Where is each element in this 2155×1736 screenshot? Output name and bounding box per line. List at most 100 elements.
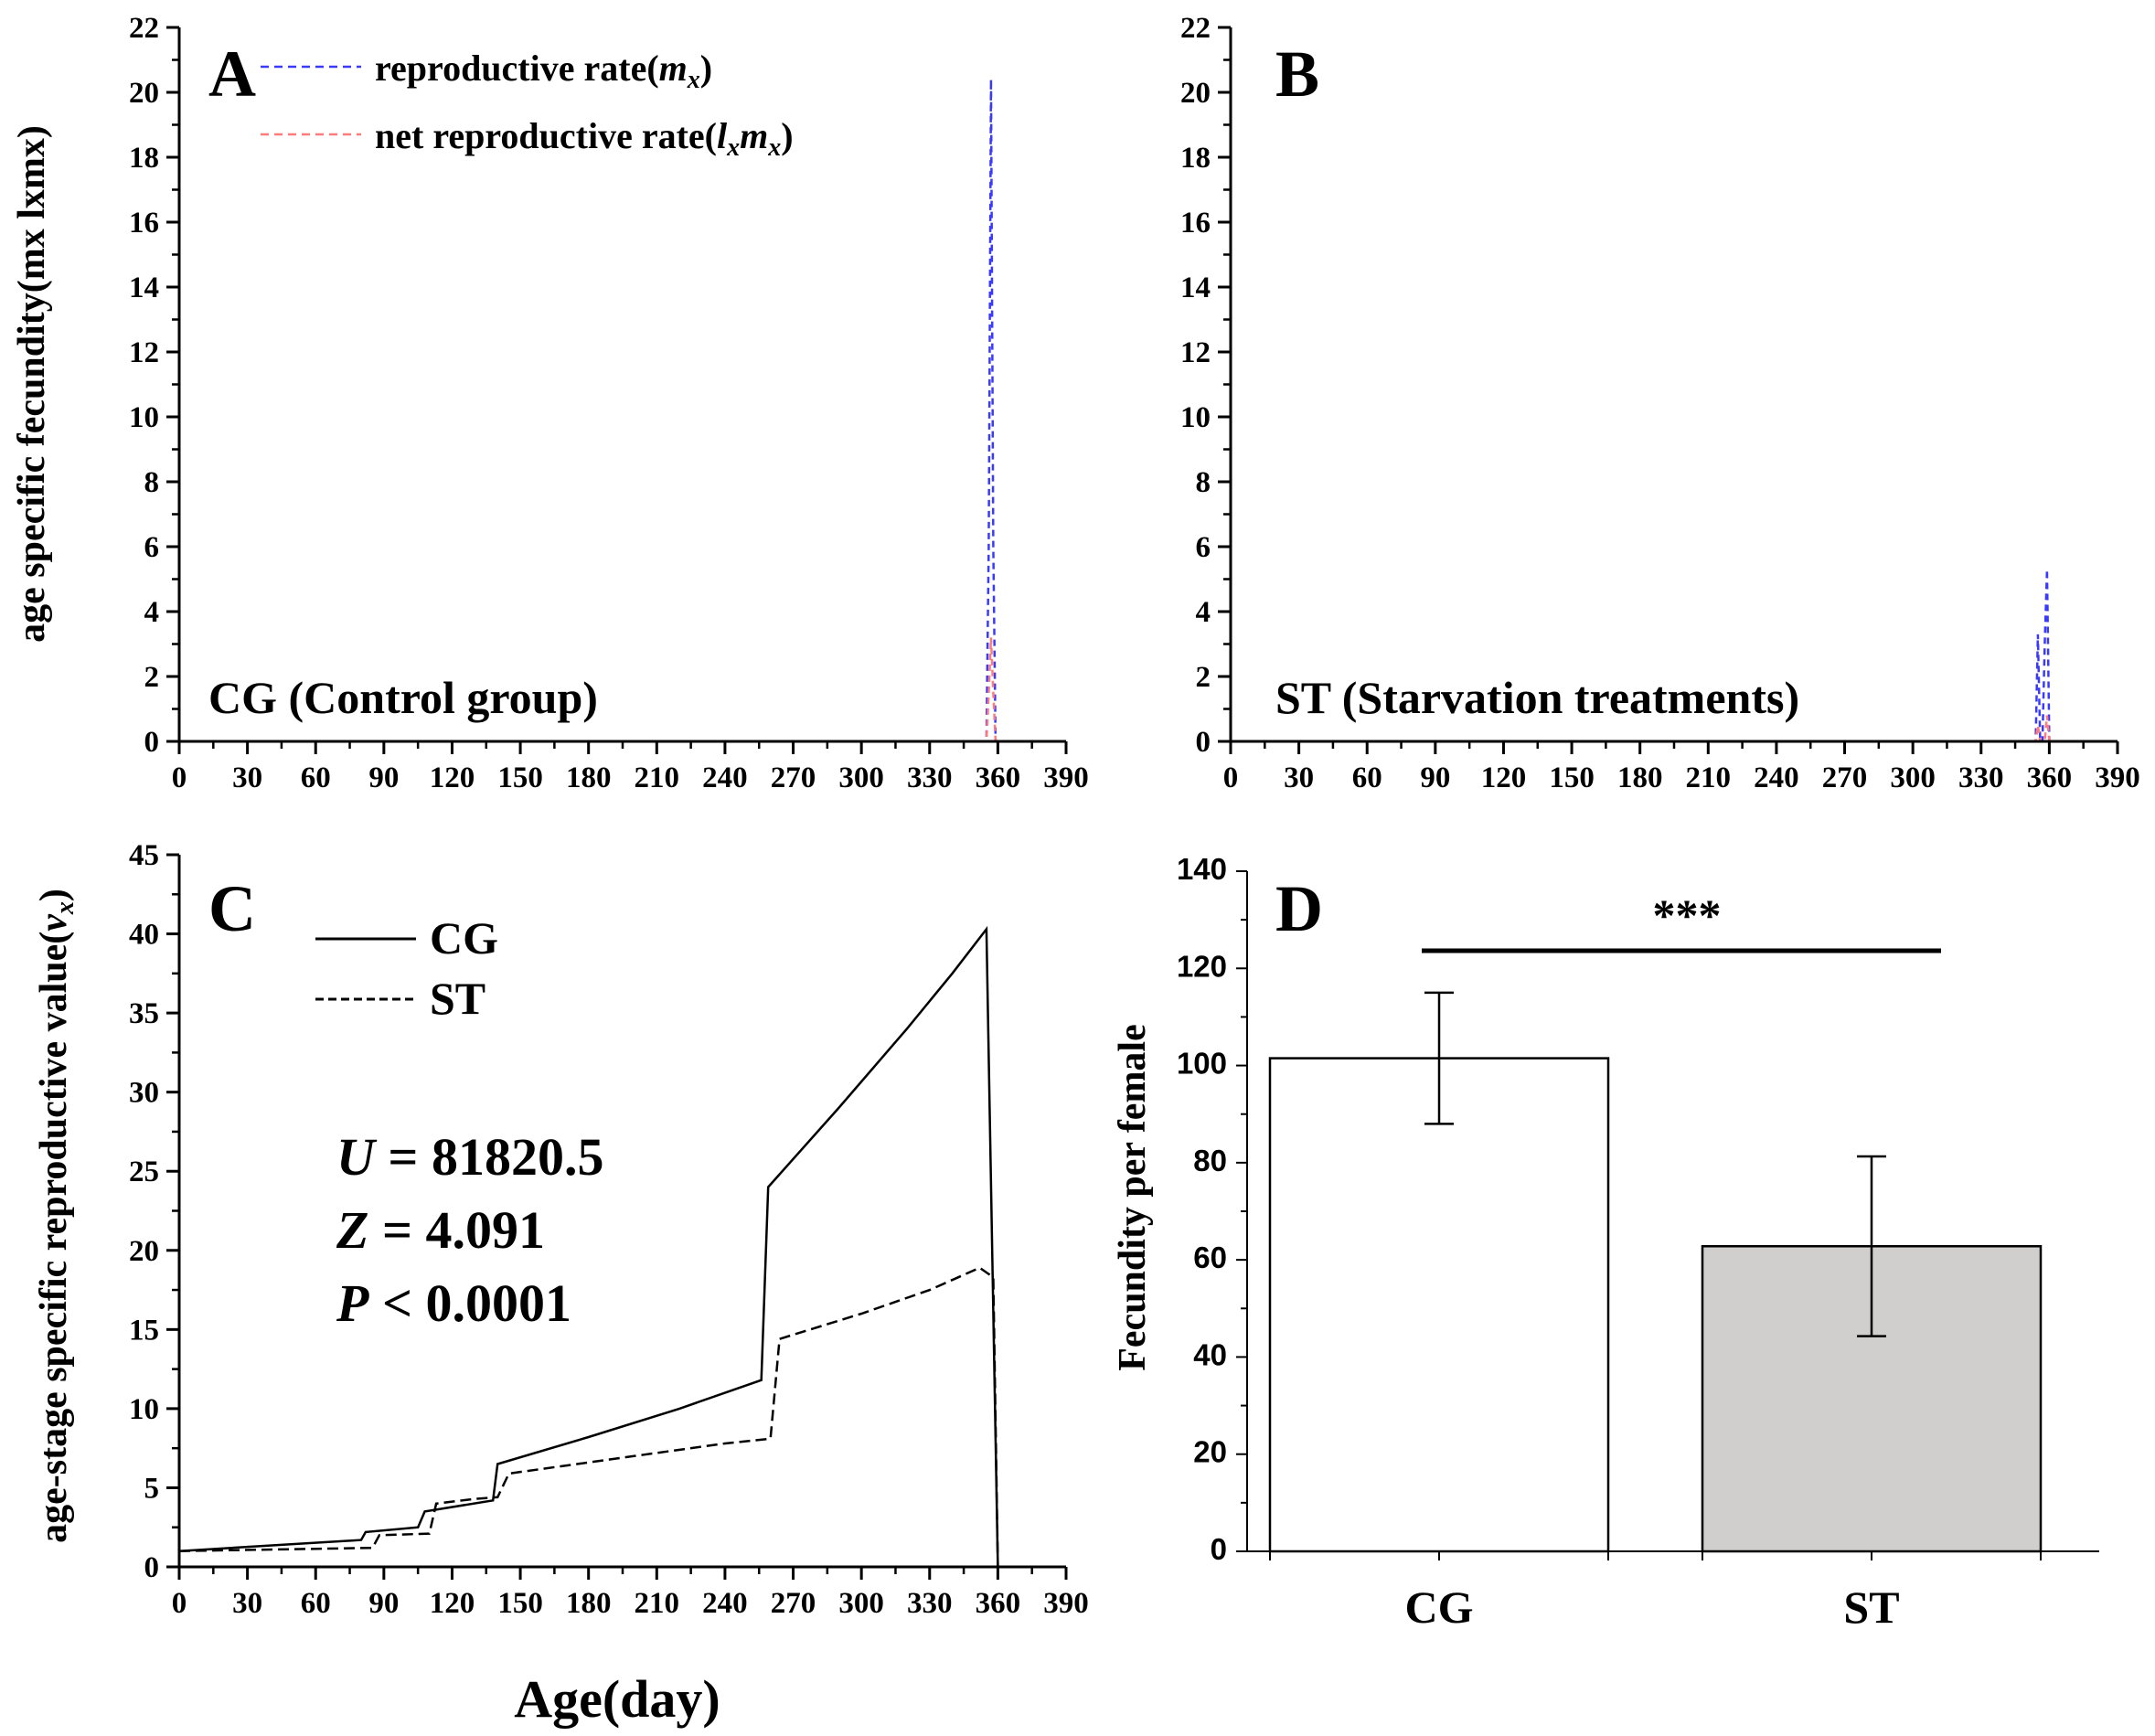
legend-cg-label: CG [430,912,498,964]
panel-c-xtick-label: 330 [907,1587,953,1620]
panel-c-xtick-label: 300 [838,1587,884,1620]
panel-d-bars [1268,991,2043,1553]
panel-c-ytick-label: 25 [129,1156,159,1188]
panel-c-axes: 0 30 60 90 120 150 180 210 240 270 300 330 360 390 0 5 1… [129,839,1089,1620]
significance-label: *** [1653,889,1722,941]
panel-c-series [178,925,999,1568]
panel-b-ytick-label: 12 [1180,336,1211,369]
panel-c-ytick-label: 10 [129,1393,159,1426]
panel-c-xtick-label: 240 [702,1587,748,1620]
panel-a-xtick-label: 60 [301,761,331,794]
panel-b-ytick-label: 18 [1180,142,1211,175]
panel-d-ytick-label: 120 [1177,949,1227,983]
panel-b-ytick-label: 10 [1180,401,1211,434]
panel-a-xtick-label: 210 [635,761,680,794]
panel-b-letter: B [1275,37,1319,111]
panel-a-xtick-label: 300 [838,761,884,794]
panel-c-xtick-label: 0 [172,1587,187,1620]
panel-a-series-reproductive-rate-mx [179,79,1066,743]
panel-d-letter: D [1275,872,1323,945]
panel-a-group-label: CG (Control group) [208,672,598,723]
panel-a-ytick-label: 6 [144,531,160,564]
panel-c-xlabel: Age(day) [514,1669,720,1729]
legend-lxmx-label: net reproductive rate(lxmx) [375,115,794,162]
panel-b-ytick-label: 20 [1180,77,1211,110]
panel-b-axes: 0 30 60 90 120 150 180 210 240 270 300 330 360 390 0 2 4… [1180,12,2140,794]
panel-b-ytick-label: 22 [1180,12,1211,45]
panel-b-xtick-label: 30 [1284,761,1314,794]
panel-b-xtick-label: 60 [1352,761,1382,794]
panel-c-ytick-label: 5 [144,1472,160,1505]
stat-u: U = 81820.5 [336,1127,603,1187]
panel-d-ytick-label: 80 [1193,1144,1227,1177]
panel-b-ytick-label: 16 [1180,207,1211,240]
panel-a-xtick-label: 180 [566,761,612,794]
panel-d: CG ST 0 20 40 60 80 100 120 140 D *** Fecundity p… [1112,852,2099,1633]
panel-b-xtick-label: 180 [1617,761,1663,794]
panel-b-xtick-label: 210 [1686,761,1732,794]
panel-a-series [179,79,1066,743]
panel-b-ytick-label: 14 [1180,272,1211,304]
panel-b-xtick-label: 120 [1481,761,1527,794]
panel-c-xtick-label: 30 [232,1587,262,1620]
panel-a-xtick-label: 390 [1043,761,1089,794]
panel-d-ytick-label: 0 [1211,1532,1227,1566]
panel-a-ytick-label: 2 [144,661,160,694]
panel-d-ytick-label: 20 [1193,1435,1227,1469]
panel-b-ytick-label: 4 [1196,596,1211,629]
panel-c-letter: C [208,872,256,945]
panel-c-ylabel: age-stage specific reproductive value(vx… [33,889,80,1543]
panel-d-ytick-label: 40 [1193,1337,1227,1371]
panel-c-ytick-label: 40 [129,919,159,952]
panel-b-group-label: ST (Starvation treatments) [1275,672,1799,723]
panel-a-xtick-label: 90 [368,761,399,794]
panel-a-ytick-label: 22 [129,12,159,45]
panel-b-xtick-label: 0 [1223,761,1239,794]
panel-a-ytick-label: 0 [144,726,160,759]
panel-b: 0 30 60 90 120 150 180 210 240 270 300 330 360 390 0 2 4… [1180,12,2140,794]
category-label-st: ST [1843,1582,1899,1633]
panel-c-xtick-label: 120 [430,1587,475,1620]
panel-c-ytick-label: 15 [129,1314,159,1347]
panel-c-series-st [178,1266,999,1568]
panel-d-axes: CG ST 0 20 40 60 80 100 120 140 [1177,852,2099,1633]
panel-b-ytick-label: 8 [1196,466,1211,499]
panel-a-ytick-label: 16 [129,207,159,240]
panel-b-xtick-label: 390 [2095,761,2140,794]
panel-c-xtick-label: 60 [301,1587,331,1620]
panel-a-xtick-label: 120 [430,761,475,794]
panel-d-ytick-label: 60 [1193,1241,1227,1274]
panel-a-ytick-label: 8 [144,466,160,499]
panel-d-ytick-label: 140 [1177,852,1227,886]
panel-c-xtick-label: 360 [976,1587,1021,1620]
stat-z: Z = 4.091 [336,1200,545,1260]
panel-c: 0 30 60 90 120 150 180 210 240 270 300 330 360 390 0 5 1… [33,839,1089,1729]
panel-a-letter: A [208,37,256,111]
panel-b-ytick-label: 0 [1196,726,1211,759]
panel-b-xtick-label: 300 [1890,761,1936,794]
panel-b-xtick-label: 240 [1754,761,1799,794]
panel-d-ylabel: Fecundity per female [1112,1024,1154,1370]
panel-a-xtick-label: 360 [976,761,1021,794]
panel-a-ylabel: age specific fecundity(mx lxmx) [11,125,53,643]
panel-b-xtick-label: 360 [2027,761,2073,794]
panel-b-xtick-label: 150 [1549,761,1595,794]
panel-a-ytick-label: 10 [129,401,159,434]
panel-c-ytick-label: 20 [129,1235,159,1268]
panel-a-ytick-label: 4 [144,596,160,629]
panel-a: 0 30 60 90 120 150 180 210 240 270 300 330 360 390 0 2 4… [11,12,1089,794]
legend-st-label: ST [430,973,485,1024]
panel-b-ytick-label: 2 [1196,661,1211,694]
panel-a-xtick-label: 150 [497,761,543,794]
panel-b-ytick-label: 6 [1196,531,1211,564]
panel-c-ytick-label: 35 [129,997,159,1030]
panel-a-xtick-label: 30 [232,761,262,794]
panel-a-xtick-label: 330 [907,761,953,794]
bar-cg [1268,1057,1610,1553]
panel-a-legend: reproductive rate(mx) net reproductive r… [261,48,794,162]
panel-a-xtick-label: 270 [771,761,816,794]
panel-b-xtick-label: 330 [1958,761,2004,794]
panel-c-xtick-label: 270 [771,1587,816,1620]
panel-c-legend: CG ST [315,912,498,1024]
